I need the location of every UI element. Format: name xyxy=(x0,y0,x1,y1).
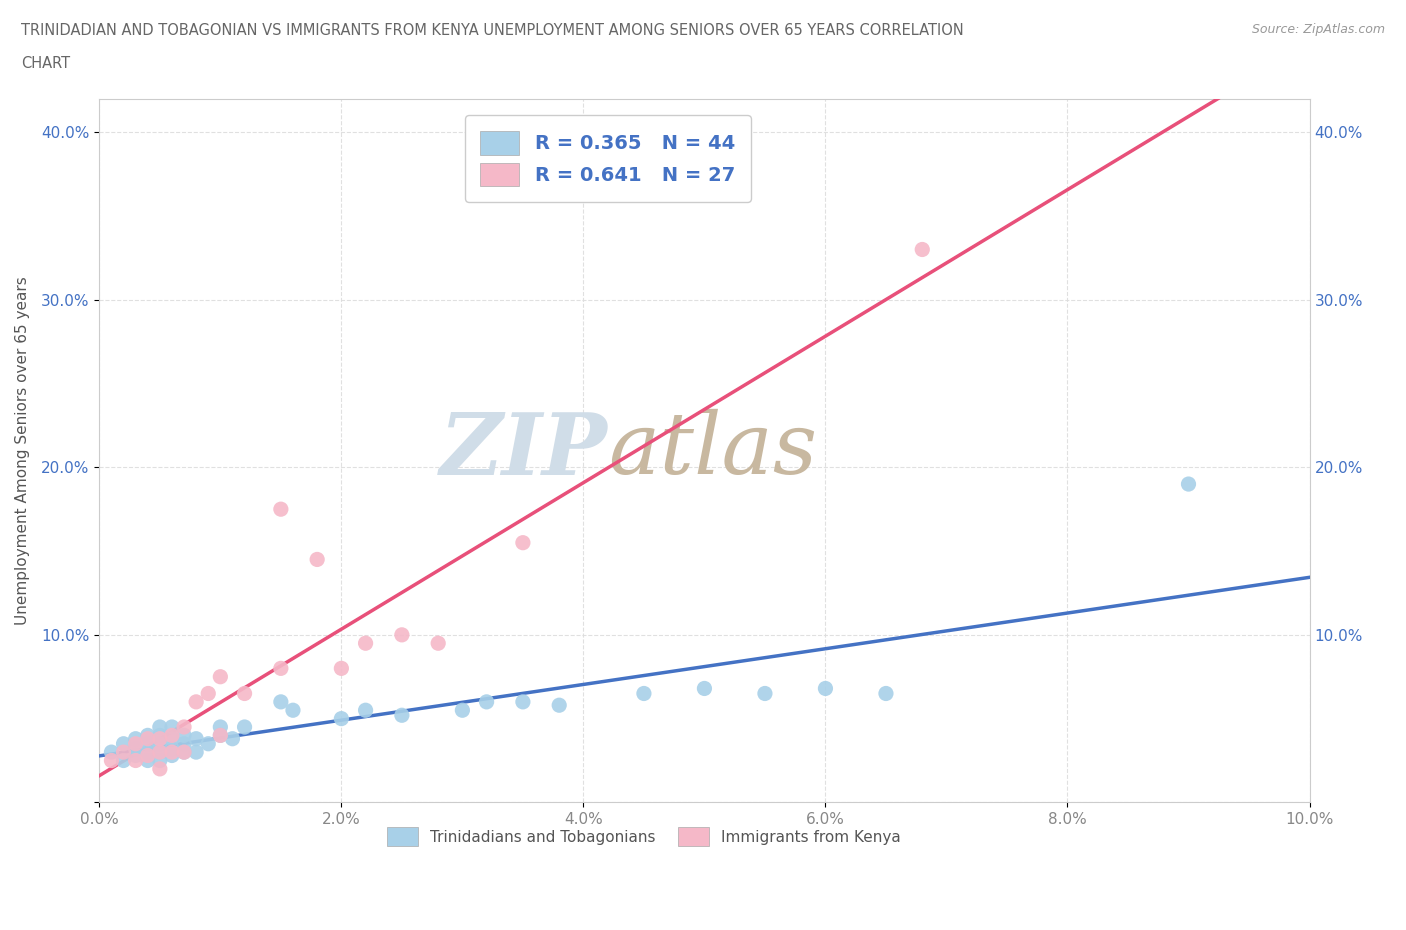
Point xyxy=(124,737,146,751)
Point xyxy=(173,745,195,760)
Point xyxy=(149,753,172,768)
Point xyxy=(693,681,716,696)
Point xyxy=(475,695,498,710)
Point xyxy=(197,737,219,751)
Point xyxy=(209,728,232,743)
Point xyxy=(173,728,195,743)
Point xyxy=(186,731,208,746)
Text: TRINIDADIAN AND TOBAGONIAN VS IMMIGRANTS FROM KENYA UNEMPLOYMENT AMONG SENIORS O: TRINIDADIAN AND TOBAGONIAN VS IMMIGRANTS… xyxy=(21,23,965,38)
Point xyxy=(136,728,159,743)
Point xyxy=(136,731,159,746)
Point xyxy=(173,745,195,760)
Point xyxy=(149,762,172,777)
Point xyxy=(354,703,377,718)
Point xyxy=(186,695,208,710)
Point xyxy=(512,536,534,551)
Point xyxy=(209,670,232,684)
Point xyxy=(221,731,243,746)
Y-axis label: Unemployment Among Seniors over 65 years: Unemployment Among Seniors over 65 years xyxy=(15,276,30,625)
Point xyxy=(124,748,146,763)
Point xyxy=(112,753,135,768)
Point xyxy=(270,695,292,710)
Point xyxy=(270,661,292,676)
Point xyxy=(149,728,172,743)
Point xyxy=(875,686,897,701)
Point xyxy=(136,748,159,763)
Point xyxy=(173,737,195,751)
Point xyxy=(330,661,353,676)
Point xyxy=(754,686,776,701)
Point xyxy=(160,728,183,743)
Point xyxy=(1177,476,1199,491)
Point xyxy=(136,753,159,768)
Point xyxy=(307,552,329,567)
Point xyxy=(209,728,232,743)
Point xyxy=(112,745,135,760)
Point xyxy=(330,711,353,726)
Point xyxy=(149,731,172,746)
Point xyxy=(911,242,934,257)
Point xyxy=(160,748,183,763)
Point xyxy=(124,741,146,756)
Point xyxy=(112,737,135,751)
Point xyxy=(197,686,219,701)
Point xyxy=(160,741,183,756)
Point xyxy=(512,695,534,710)
Point xyxy=(354,636,377,651)
Point xyxy=(124,753,146,768)
Point xyxy=(814,681,837,696)
Point xyxy=(451,703,474,718)
Point xyxy=(270,502,292,517)
Text: CHART: CHART xyxy=(21,56,70,71)
Point xyxy=(233,686,256,701)
Point xyxy=(136,737,159,751)
Point xyxy=(124,731,146,746)
Point xyxy=(548,698,571,712)
Text: Source: ZipAtlas.com: Source: ZipAtlas.com xyxy=(1251,23,1385,36)
Point xyxy=(233,720,256,735)
Point xyxy=(160,720,183,735)
Point xyxy=(633,686,655,701)
Point xyxy=(281,703,304,718)
Point xyxy=(136,745,159,760)
Legend: Trinidadians and Tobagonians, Immigrants from Kenya: Trinidadians and Tobagonians, Immigrants… xyxy=(375,815,912,858)
Text: ZIP: ZIP xyxy=(440,409,607,492)
Point xyxy=(160,745,183,760)
Point xyxy=(173,720,195,735)
Point xyxy=(209,720,232,735)
Point xyxy=(149,737,172,751)
Point xyxy=(186,745,208,760)
Point xyxy=(100,745,122,760)
Point xyxy=(391,628,413,643)
Point xyxy=(160,731,183,746)
Point xyxy=(149,745,172,760)
Point xyxy=(149,720,172,735)
Point xyxy=(391,708,413,723)
Point xyxy=(100,753,122,768)
Point xyxy=(149,745,172,760)
Point xyxy=(427,636,450,651)
Text: atlas: atlas xyxy=(607,409,817,492)
